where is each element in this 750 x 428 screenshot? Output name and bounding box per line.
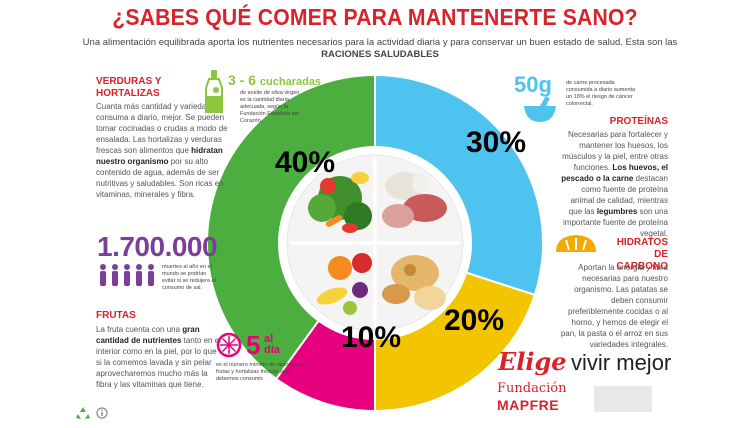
hidratos-heading-line1: HIDRATOS — [616, 237, 668, 248]
bread-icon — [556, 235, 596, 252]
frutas-body-post: tanto en el interior como en la piel, po… — [96, 336, 221, 389]
hidratos-heading-line2: DE CARBONO — [616, 249, 668, 272]
pct-label-frutas: 10% — [341, 321, 401, 354]
pct-label-proteinas: 30% — [466, 126, 526, 159]
mortar-icon — [524, 96, 556, 122]
frutas-body: La fruta cuenta con una gran cantidad de… — [96, 324, 224, 390]
five-unit-line1: al — [264, 333, 274, 345]
frutas-body-bold: gran cantidad de nutrientes — [96, 325, 200, 345]
recycle-icon — [76, 407, 90, 419]
people-icon — [100, 264, 154, 286]
oil-note: de aceite de oliva virgen es la cantidad… — [240, 90, 300, 124]
proteinas-body-pre: Necesarias para fortalecer y mantener lo… — [562, 130, 668, 172]
subtitle: Una alimentación equilibrada aporta los … — [60, 37, 700, 61]
page-title: ¿SABES QUÉ COMER PARA MANTENERTE SANO? — [112, 4, 638, 30]
five-unit: al día — [264, 334, 280, 356]
vegetables-illustration — [308, 172, 372, 233]
frutas-heading: FRUTAS — [96, 310, 136, 321]
proteinas-heading: PROTEÍNAS — [609, 116, 668, 127]
proteinas-body-post: son una importante fuente de proteína ve… — [563, 207, 668, 238]
verduras-heading-line1: VERDURAS Y — [96, 76, 162, 87]
lemon-slice-icon — [216, 332, 242, 358]
meat-note: de carne procesada consumida a diario au… — [566, 80, 636, 107]
proteinas-body-bold: Los huevos, el pescado o la carne — [561, 163, 668, 183]
proteinas-body-bold2: legumbres — [596, 207, 638, 216]
oil-amount: 3 - 6 — [228, 72, 257, 88]
verduras-body: Cuanta más cantidad y variedad se consum… — [96, 101, 234, 200]
oil-bottle-icon — [205, 70, 223, 113]
meat-amount: 50g — [514, 72, 552, 97]
info-icon — [96, 407, 108, 419]
pct-label-hidratos: 20% — [444, 304, 504, 337]
tagline-script: Elige — [498, 347, 567, 376]
five-number: 5 — [246, 330, 261, 360]
deaths-note: muertes al año en el mundo se podrían ev… — [162, 264, 216, 291]
proteinas-body-mid: destacan como fuente de proteína animal … — [568, 174, 668, 216]
fruits-illustration — [316, 253, 372, 315]
fundacion-line2: MAPFRE — [497, 397, 560, 413]
frutas-body-pre: La fruta cuenta con una — [96, 325, 181, 334]
verduras-heading-line2: HORTALIZAS — [96, 88, 160, 99]
five-unit-line2: día — [264, 344, 280, 356]
verduras-body-pre: Cuanta más cantidad y variedad se consum… — [96, 102, 228, 155]
pct-label-verduras: 40% — [275, 146, 335, 179]
plate-chart: 40% 30% 20% 10% — [206, 73, 544, 413]
tagline-rest: vivir mejor — [571, 350, 672, 375]
hidratos-heading: HIDRATOS DE CARBONO — [600, 237, 668, 273]
oil-unit: cucharadas — [259, 76, 322, 88]
verduras-body-bold: hidratan nuestro organismo — [96, 146, 223, 166]
hidratos-body: Aportan la energía y fibra necesarias pa… — [560, 263, 668, 349]
verduras-heading: VERDURAS Y HORTALIZAS — [96, 76, 206, 100]
verduras-body-post: por su alto contenido de agua, además de… — [96, 157, 224, 199]
proteinas-body: Necesarias para fortalecer y mantener lo… — [556, 129, 668, 239]
oil-amount-row: 3 - 6 cucharadas — [228, 72, 321, 88]
deaths-number: 1.700.000 — [97, 231, 218, 262]
logo-placeholder — [594, 386, 652, 412]
tagline: Elige vivir mejor — [498, 347, 671, 376]
carbs-illustration — [382, 255, 446, 310]
subtitle-bold: RACIONES SALUDABLES — [321, 49, 439, 60]
subtitle-text: Una alimentación equilibrada aporta los … — [82, 37, 678, 48]
proteins-illustration — [382, 172, 447, 228]
five-note: es el número mínimo de raciones de fruta… — [216, 362, 305, 382]
fundacion-line1: Fundación — [497, 381, 567, 396]
